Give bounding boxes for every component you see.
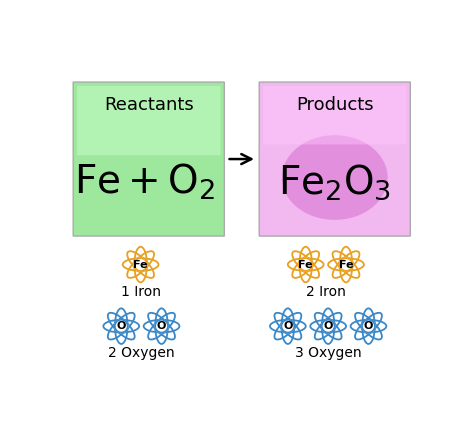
Text: 3 Oxygen: 3 Oxygen (295, 346, 362, 360)
FancyBboxPatch shape (77, 86, 220, 155)
Circle shape (339, 258, 353, 271)
Text: 1 Iron: 1 Iron (120, 285, 161, 298)
Text: Reactants: Reactants (104, 96, 194, 114)
Circle shape (115, 320, 128, 333)
Text: Fe: Fe (299, 260, 313, 270)
Text: O: O (157, 321, 166, 331)
Text: O: O (323, 321, 333, 331)
Circle shape (134, 258, 147, 271)
FancyBboxPatch shape (259, 82, 410, 236)
Circle shape (155, 320, 168, 333)
Text: O: O (117, 321, 126, 331)
Text: $\mathregular{Fe_2O_3}$: $\mathregular{Fe_2O_3}$ (278, 162, 392, 202)
FancyBboxPatch shape (73, 82, 224, 236)
Text: Products: Products (296, 96, 374, 114)
Text: Fe: Fe (133, 260, 148, 270)
Circle shape (282, 320, 294, 333)
Text: O: O (364, 321, 373, 331)
Ellipse shape (282, 135, 388, 220)
Text: 2 Iron: 2 Iron (306, 285, 346, 298)
Circle shape (362, 320, 375, 333)
Text: Fe: Fe (339, 260, 353, 270)
FancyBboxPatch shape (263, 86, 406, 144)
Text: 2 Oxygen: 2 Oxygen (108, 346, 175, 360)
Text: $\mathregular{Fe + O_2}$: $\mathregular{Fe + O_2}$ (74, 162, 216, 202)
Circle shape (299, 258, 312, 271)
Text: O: O (283, 321, 292, 331)
Circle shape (322, 320, 335, 333)
